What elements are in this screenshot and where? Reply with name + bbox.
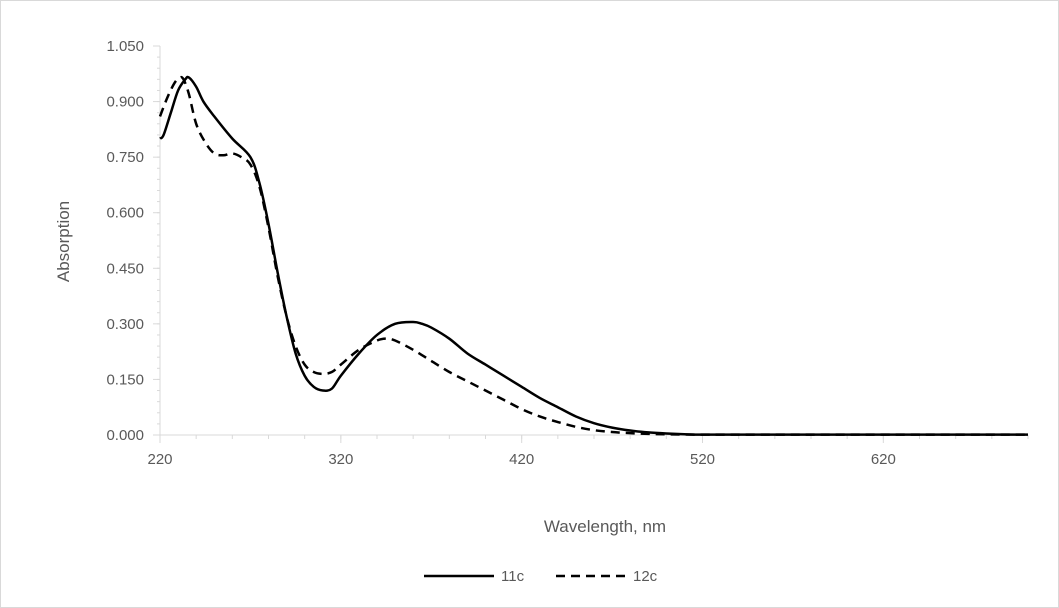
x-tick-label: 320 — [328, 451, 353, 468]
y-tick-label: 0.450 — [106, 260, 144, 277]
x-axis-ticks: 220 320 420 520 620 — [147, 435, 1029, 468]
y-tick-label: 0.000 — [106, 427, 144, 444]
x-tick-label: 420 — [509, 451, 534, 468]
legend-label-12c: 12c — [633, 568, 658, 585]
series-line-11c — [159, 75, 1028, 436]
series-line-12c — [158, 75, 1028, 436]
plot-series — [158, 75, 1028, 436]
legend: 11c 12c — [424, 568, 658, 585]
y-tick-label: 0.900 — [106, 94, 144, 111]
y-tick-label: 1.050 — [106, 38, 144, 55]
y-axis-ticks: 0.000 0.150 0.300 0.450 0.600 0.750 0.900 1.050 — [106, 38, 160, 444]
x-tick-label: 620 — [871, 451, 896, 468]
x-axis-title: Wavelength, nm — [544, 517, 666, 536]
legend-label-11c: 11c — [501, 568, 525, 585]
y-tick-label: 0.750 — [106, 149, 144, 166]
x-tick-label: 220 — [147, 451, 172, 468]
y-tick-label: 0.150 — [106, 371, 144, 388]
y-tick-label: 0.600 — [106, 205, 144, 222]
x-tick-label: 520 — [690, 451, 715, 468]
y-tick-label: 0.300 — [106, 316, 144, 333]
y-axis-title: Absorption — [54, 201, 73, 282]
